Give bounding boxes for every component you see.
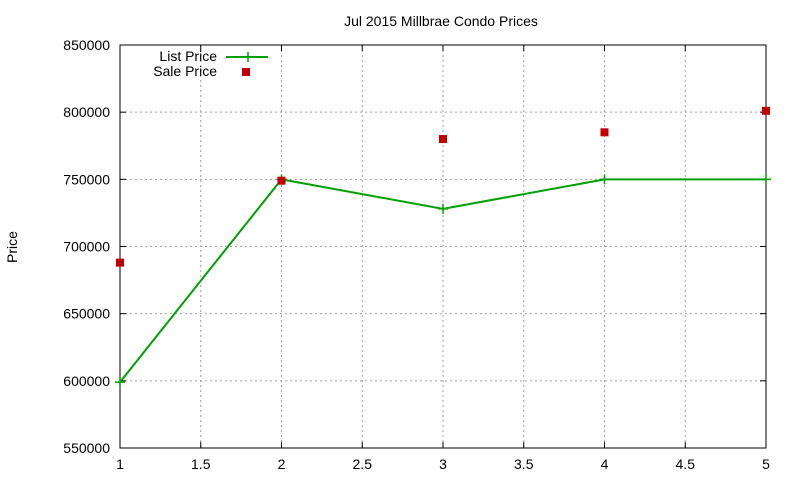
- legend-label-sale-price: Sale Price: [153, 63, 217, 79]
- y-tick-label: 650000: [63, 306, 110, 322]
- sale-price-point: [762, 106, 770, 115]
- y-tick-label: 550000: [63, 440, 110, 456]
- y-tick-label: 700000: [63, 239, 110, 255]
- x-tick-label: 3.5: [514, 456, 534, 472]
- x-tick-label: 5: [762, 456, 770, 472]
- x-tick-label: 1.5: [191, 456, 211, 472]
- x-tick-label: 4.5: [676, 456, 696, 472]
- x-tick-labels: 1 1.5 2 2.5 3 3.5 4 4.5 5: [116, 456, 770, 472]
- x-tick-label: 2: [278, 456, 286, 472]
- list-price-point: [599, 174, 610, 185]
- y-tick-label: 800000: [63, 104, 110, 120]
- sale-price-point: [277, 176, 286, 185]
- chart-title: Jul 2015 Millbrae Condo Prices: [344, 13, 538, 29]
- axis-ticks: [119, 44, 767, 449]
- sale-price-point: [600, 128, 609, 137]
- x-tick-label: 2.5: [353, 456, 373, 472]
- legend-marker-sale-price: [242, 68, 250, 76]
- y-tick-labels: 550000 600000 650000 700000 750000 800000 8500…: [63, 37, 110, 456]
- series-layer: [115, 106, 771, 388]
- x-tick-label: 1: [116, 456, 124, 472]
- legend: List Price Sale Price: [153, 48, 268, 79]
- list-price-point: [115, 377, 125, 388]
- x-tick-label: 3: [439, 456, 447, 472]
- y-tick-label: 850000: [63, 37, 110, 53]
- sale-price-point: [439, 135, 447, 144]
- x-tick-label: 4: [601, 456, 609, 472]
- list-price-point: [438, 203, 448, 214]
- grid-lines: [120, 45, 766, 448]
- y-tick-label: 600000: [63, 373, 110, 389]
- y-tick-label: 750000: [63, 171, 110, 187]
- legend-marker-list-price: [243, 52, 253, 62]
- y-axis-label: Price: [4, 231, 20, 263]
- list-price-point: [761, 174, 771, 185]
- sale-price-point: [116, 258, 124, 267]
- legend-label-list-price: List Price: [159, 48, 217, 64]
